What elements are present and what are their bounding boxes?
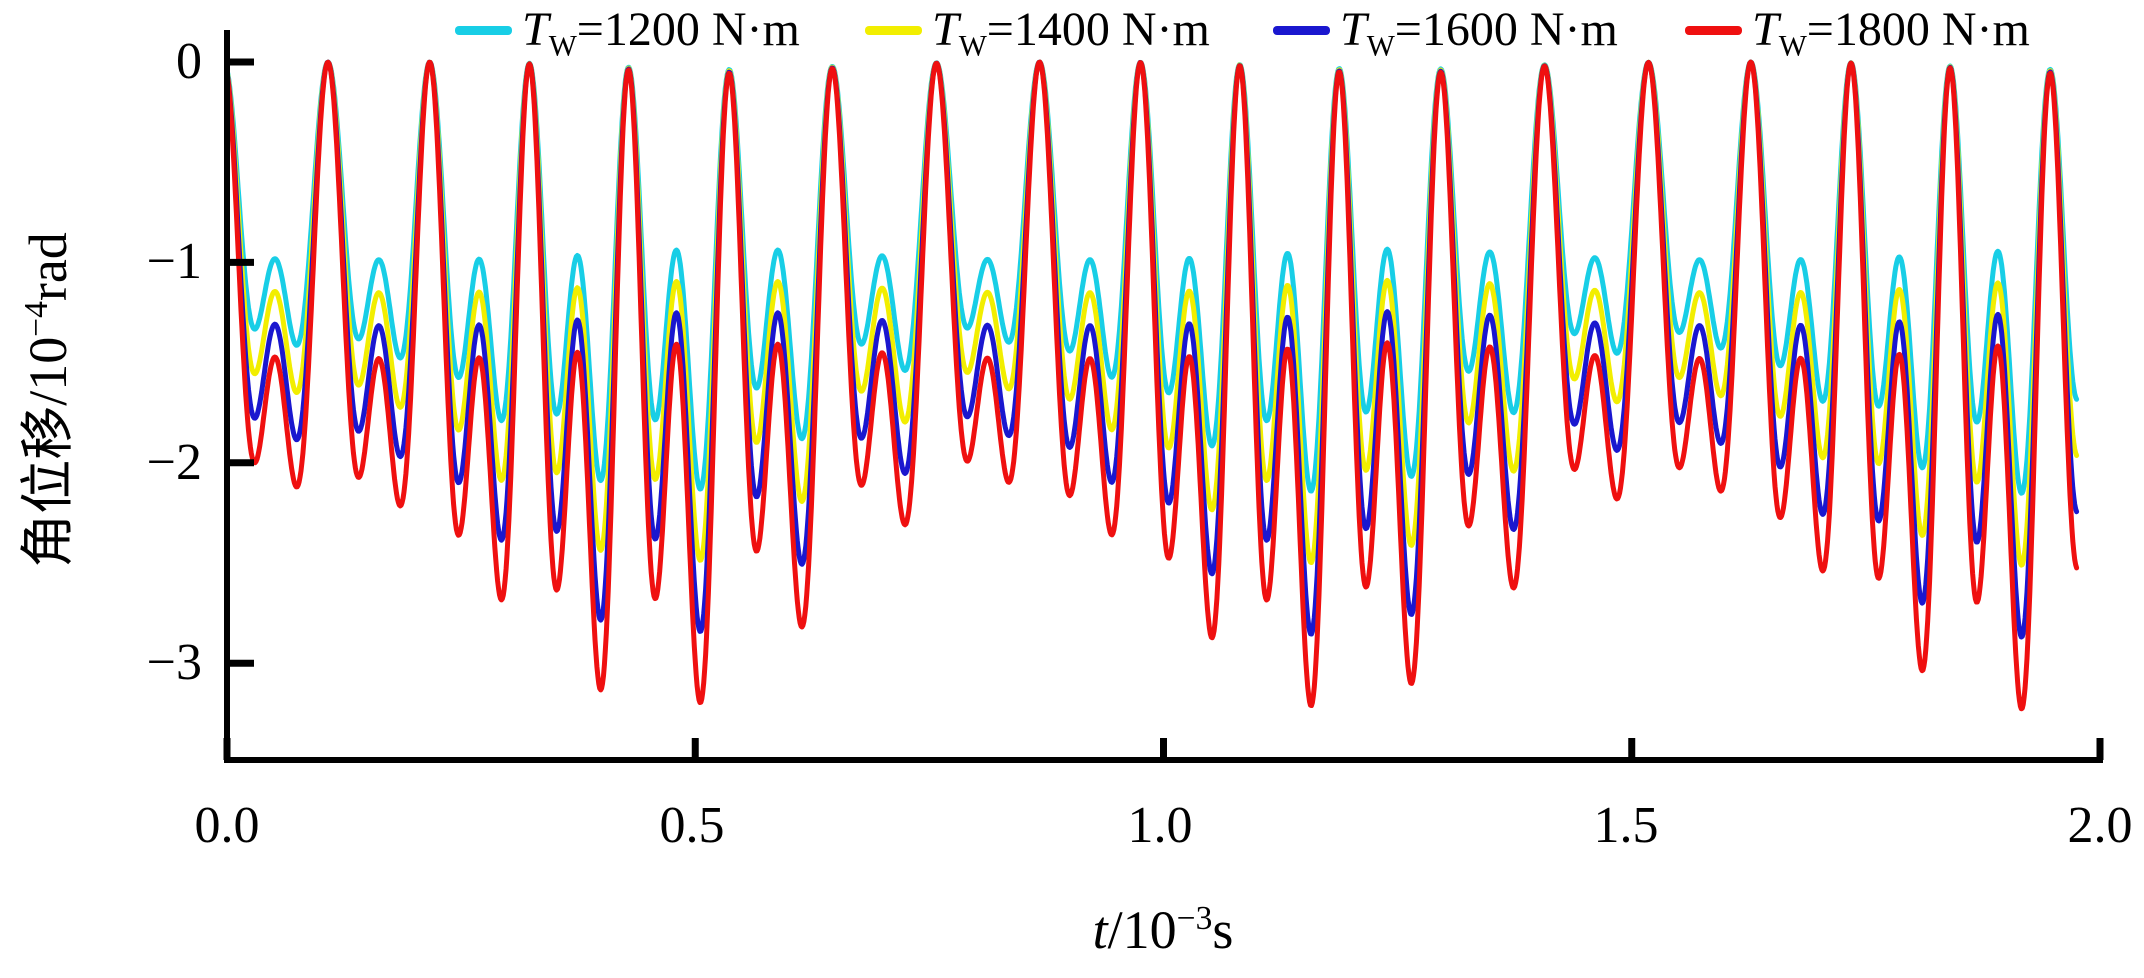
y-tick-label-1: −1 [146,233,202,290]
curve-tw-1400 [224,59,2080,568]
x-tick-label-1: 0.5 [659,797,725,854]
curve-tw-1800 [224,59,2080,712]
legend-item-1200: TW=1200 N·m [455,2,800,63]
legend-swatch-1200 [455,25,512,35]
y-axis-title: 角位移/10−4rad [18,232,78,568]
x-tick-label-4: 2.0 [2067,797,2133,854]
legend-label-1600: TW=1600 N·m [1340,3,1618,63]
legend-label-1200: TW=1200 N·m [522,3,800,63]
curve-group [224,59,2080,712]
y-tick-label-3: −3 [146,634,202,691]
x-axis-variable: t [1092,900,1108,960]
legend-label-1800: TW=1800 N·m [1752,3,2030,63]
legend-item-1600: TW=1600 N·m [1273,2,1618,63]
legend: TW=1200 N·m TW=1400 N·m TW=1600 N·m TW=1… [0,2,2144,63]
legend-swatch-1800 [1685,25,1742,35]
axes-group [223,30,2104,763]
x-tick-label-2: 1.0 [1127,797,1193,854]
x-tick-label-0: 0.0 [194,797,260,854]
x-axis-title: t/10−3s [1092,900,1234,960]
legend-item-1400: TW=1400 N·m [865,2,1210,63]
legend-label-1400: TW=1400 N·m [932,3,1210,63]
y-tick-marks [227,58,254,667]
legend-swatch-1400 [865,25,922,35]
x-tick-marks [223,738,2104,760]
legend-swatch-1600 [1273,25,1330,35]
legend-item-1800: TW=1800 N·m [1685,2,2030,63]
y-tick-label-0: 0 [176,33,202,90]
y-tick-label-2: −2 [146,434,202,491]
x-tick-label-3: 1.5 [1593,797,1659,854]
